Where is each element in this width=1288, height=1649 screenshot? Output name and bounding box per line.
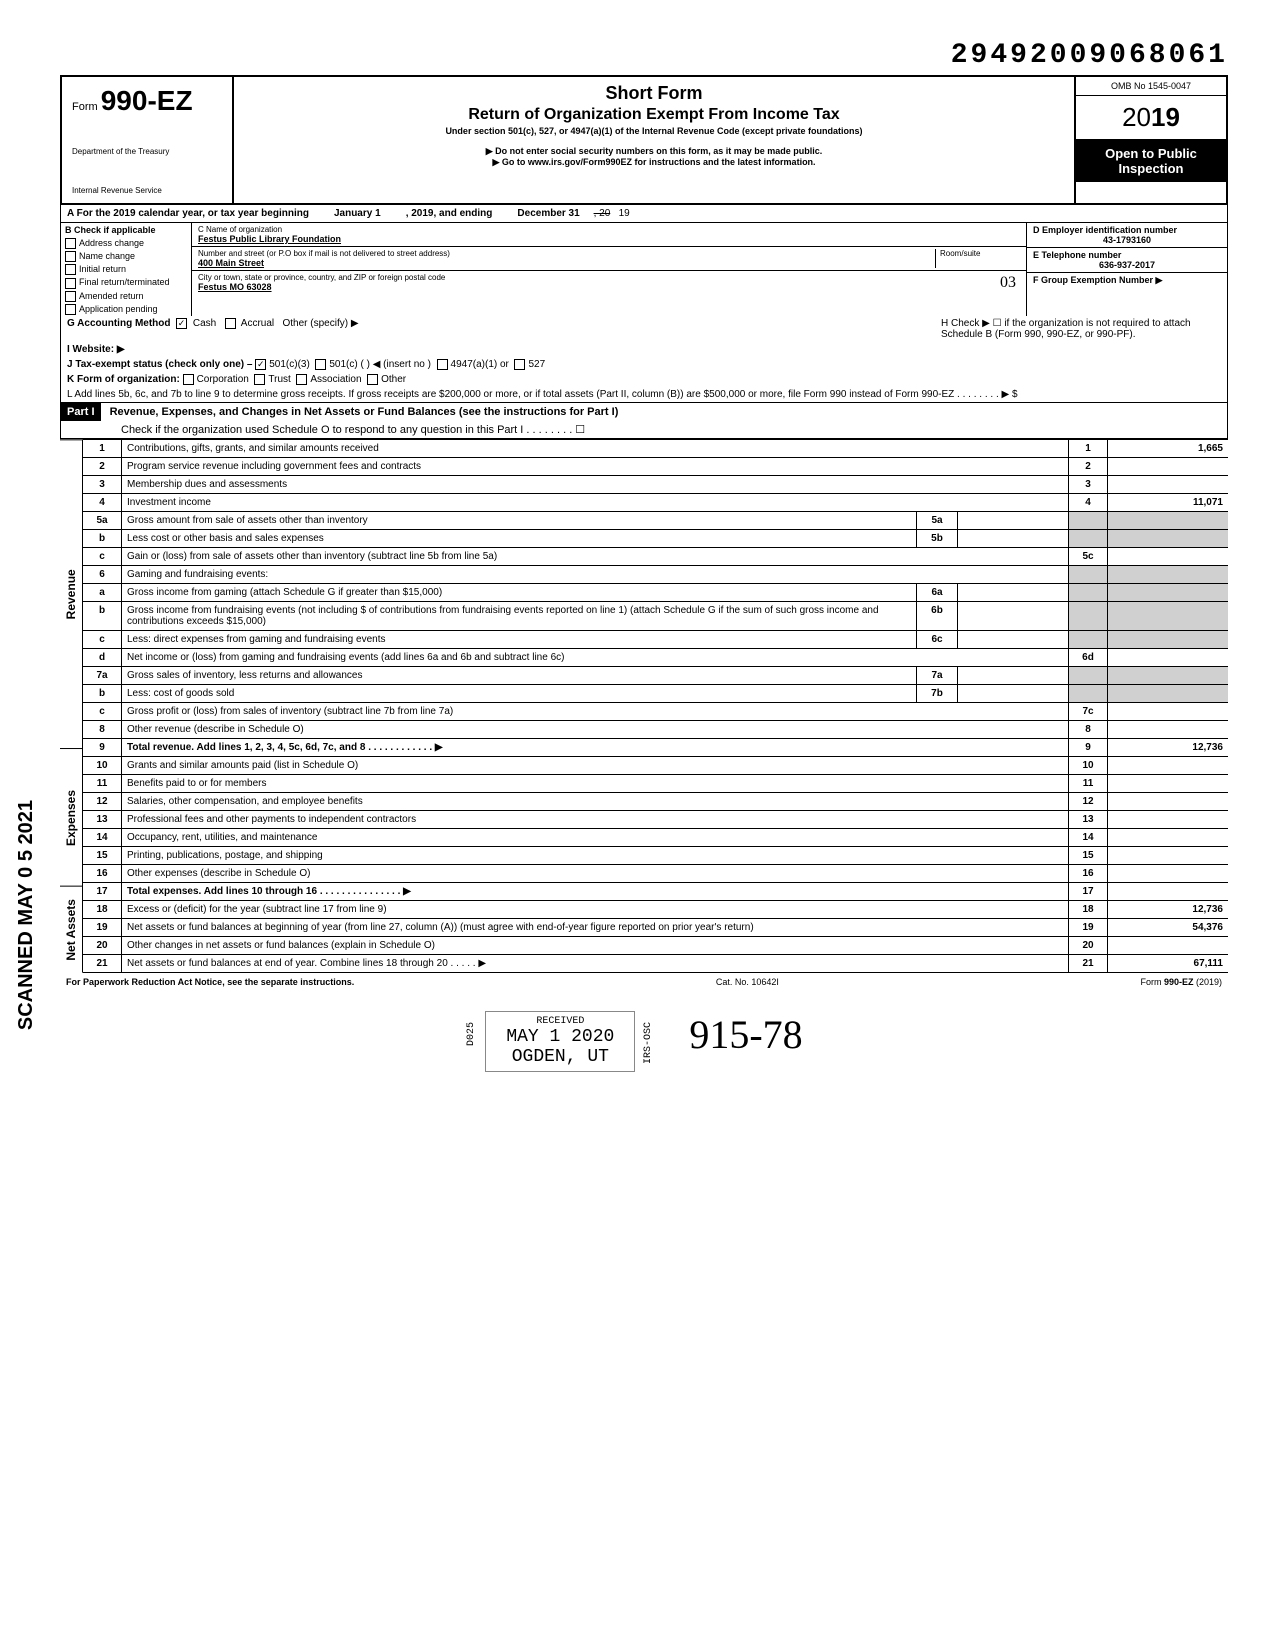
addr-value: 400 Main Street <box>198 258 935 268</box>
line-row: 9Total revenue. Add lines 1, 2, 3, 4, 5c… <box>83 738 1228 756</box>
form-number: Form 990-EZ <box>72 85 222 117</box>
line-row: 1Contributions, gifts, grants, and simil… <box>83 439 1228 457</box>
checkbox[interactable] <box>65 291 76 302</box>
checkbox-501c3[interactable]: ✓ <box>255 359 266 370</box>
checkbox-line: Initial return <box>61 263 191 276</box>
line-row: 8Other revenue (describe in Schedule O)8 <box>83 720 1228 738</box>
checkbox[interactable] <box>65 238 76 249</box>
part-1-check: Check if the organization used Schedule … <box>61 421 1227 438</box>
line-row: bLess cost or other basis and sales expe… <box>83 529 1228 547</box>
lines-table: 1Contributions, gifts, grants, and simil… <box>83 439 1228 973</box>
open-to-public: Open to Public Inspection <box>1076 140 1226 182</box>
scanned-stamp: SCANNED MAY 0 5 2021 <box>15 800 38 1030</box>
handwritten-03: 03 <box>1000 274 1016 292</box>
line-row: 11Benefits paid to or for members11 <box>83 774 1228 792</box>
line-row: 2Program service revenue including gover… <box>83 457 1228 475</box>
line-row: 4Investment income411,071 <box>83 493 1228 511</box>
checkbox-line: Amended return <box>61 290 191 303</box>
col-b-header: B Check if applicable <box>61 223 191 237</box>
page-footer: For Paperwork Reduction Act Notice, see … <box>60 973 1228 991</box>
signature: 915-78 <box>689 1012 802 1057</box>
checkbox[interactable] <box>65 304 76 315</box>
room-label: Room/suite <box>940 249 1020 258</box>
dept-treasury: Department of the Treasury <box>72 147 222 156</box>
checkbox-assoc[interactable] <box>296 374 307 385</box>
checkbox[interactable] <box>65 264 76 275</box>
city-label: City or town, state or province, country… <box>198 273 1020 282</box>
side-netassets: Net Assets <box>60 886 83 973</box>
checkbox-4947[interactable] <box>437 359 448 370</box>
line-l: L Add lines 5b, 6c, and 7b to line 9 to … <box>61 387 1227 402</box>
checkbox-501c[interactable] <box>315 359 326 370</box>
line-row: 16Other expenses (describe in Schedule O… <box>83 864 1228 882</box>
checkbox-corp[interactable] <box>183 374 194 385</box>
line-row: dNet income or (loss) from gaming and fu… <box>83 648 1228 666</box>
org-name-value: Festus Public Library Foundation <box>198 234 1020 244</box>
row-a-tax-year: A For the 2019 calendar year, or tax yea… <box>60 205 1228 223</box>
line-row: 17Total expenses. Add lines 10 through 1… <box>83 882 1228 900</box>
line-row: 13Professional fees and other payments t… <box>83 810 1228 828</box>
checkbox-trust[interactable] <box>254 374 265 385</box>
line-row: 15Printing, publications, postage, and s… <box>83 846 1228 864</box>
addr-label: Number and street (or P.O box if mail is… <box>198 249 935 258</box>
tax-year: 2019 <box>1076 96 1226 140</box>
checkbox-line: Final return/terminated <box>61 276 191 289</box>
checkbox-cash[interactable]: ✓ <box>176 318 187 329</box>
top-doc-number: 29492009068061 <box>60 40 1228 71</box>
title-short: Short Form <box>240 83 1068 104</box>
note-ssn: ▶ Do not enter social security numbers o… <box>240 146 1068 157</box>
form-header: Form 990-EZ Department of the Treasury I… <box>60 75 1228 205</box>
group-exemption-label: F Group Exemption Number ▶ <box>1033 275 1221 286</box>
line-row: bGross income from fundraising events (n… <box>83 601 1228 630</box>
line-row: 6Gaming and fundraising events: <box>83 565 1228 583</box>
title-main: Return of Organization Exempt From Incom… <box>240 106 1068 124</box>
ein-value: 43-1793160 <box>1033 235 1221 245</box>
line-row: cLess: direct expenses from gaming and f… <box>83 630 1228 648</box>
line-h: H Check ▶ ☐ if the organization is not r… <box>941 318 1221 340</box>
checkbox-line: Name change <box>61 250 191 263</box>
line-row: 14Occupancy, rent, utilities, and mainte… <box>83 828 1228 846</box>
title-sub: Under section 501(c), 527, or 4947(a)(1)… <box>240 126 1068 136</box>
line-row: 18Excess or (deficit) for the year (subt… <box>83 900 1228 918</box>
checkbox[interactable] <box>65 251 76 262</box>
section-b-to-f: B Check if applicable Address changeName… <box>60 223 1228 316</box>
ein-label: D Employer identification number <box>1033 225 1221 235</box>
line-row: 7aGross sales of inventory, less returns… <box>83 666 1228 684</box>
dept-irs: Internal Revenue Service <box>72 186 222 195</box>
line-row: aGross income from gaming (attach Schedu… <box>83 583 1228 601</box>
org-name-label: C Name of organization <box>198 225 1020 234</box>
checkbox-accrual[interactable] <box>225 318 236 329</box>
phone-value: 636-937-2017 <box>1033 260 1221 270</box>
checkbox-other[interactable] <box>367 374 378 385</box>
checkbox[interactable] <box>65 278 76 289</box>
checkbox-527[interactable] <box>514 359 525 370</box>
side-revenue: Revenue <box>60 439 83 748</box>
line-row: 12Salaries, other compensation, and empl… <box>83 792 1228 810</box>
note-url: ▶ Go to www.irs.gov/Form990EZ for instru… <box>240 157 1068 168</box>
side-expenses: Expenses <box>60 748 83 886</box>
line-row: cGross profit or (loss) from sales of in… <box>83 702 1228 720</box>
line-row: 10Grants and similar amounts paid (list … <box>83 756 1228 774</box>
received-stamp: D025 RECEIRECEIVEDVED MAY 1 2020 OGDEN, … <box>60 1011 1228 1072</box>
line-row: 20Other changes in net assets or fund ba… <box>83 936 1228 954</box>
line-row: 5aGross amount from sale of assets other… <box>83 511 1228 529</box>
line-row: 19Net assets or fund balances at beginni… <box>83 918 1228 936</box>
line-row: 21Net assets or fund balances at end of … <box>83 954 1228 972</box>
line-row: 3Membership dues and assessments3 <box>83 475 1228 493</box>
lines-g-to-l: G Accounting Method ✓ Cash Accrual Other… <box>60 316 1228 403</box>
checkbox-line: Application pending <box>61 303 191 316</box>
line-row: cGain or (loss) from sale of assets othe… <box>83 547 1228 565</box>
part-1-header: Part I Revenue, Expenses, and Changes in… <box>60 403 1228 439</box>
phone-label: E Telephone number <box>1033 250 1221 260</box>
city-value: Festus MO 63028 <box>198 282 1020 292</box>
checkbox-line: Address change <box>61 237 191 250</box>
omb-number: OMB No 1545-0047 <box>1076 77 1226 96</box>
line-row: bLess: cost of goods sold7b <box>83 684 1228 702</box>
